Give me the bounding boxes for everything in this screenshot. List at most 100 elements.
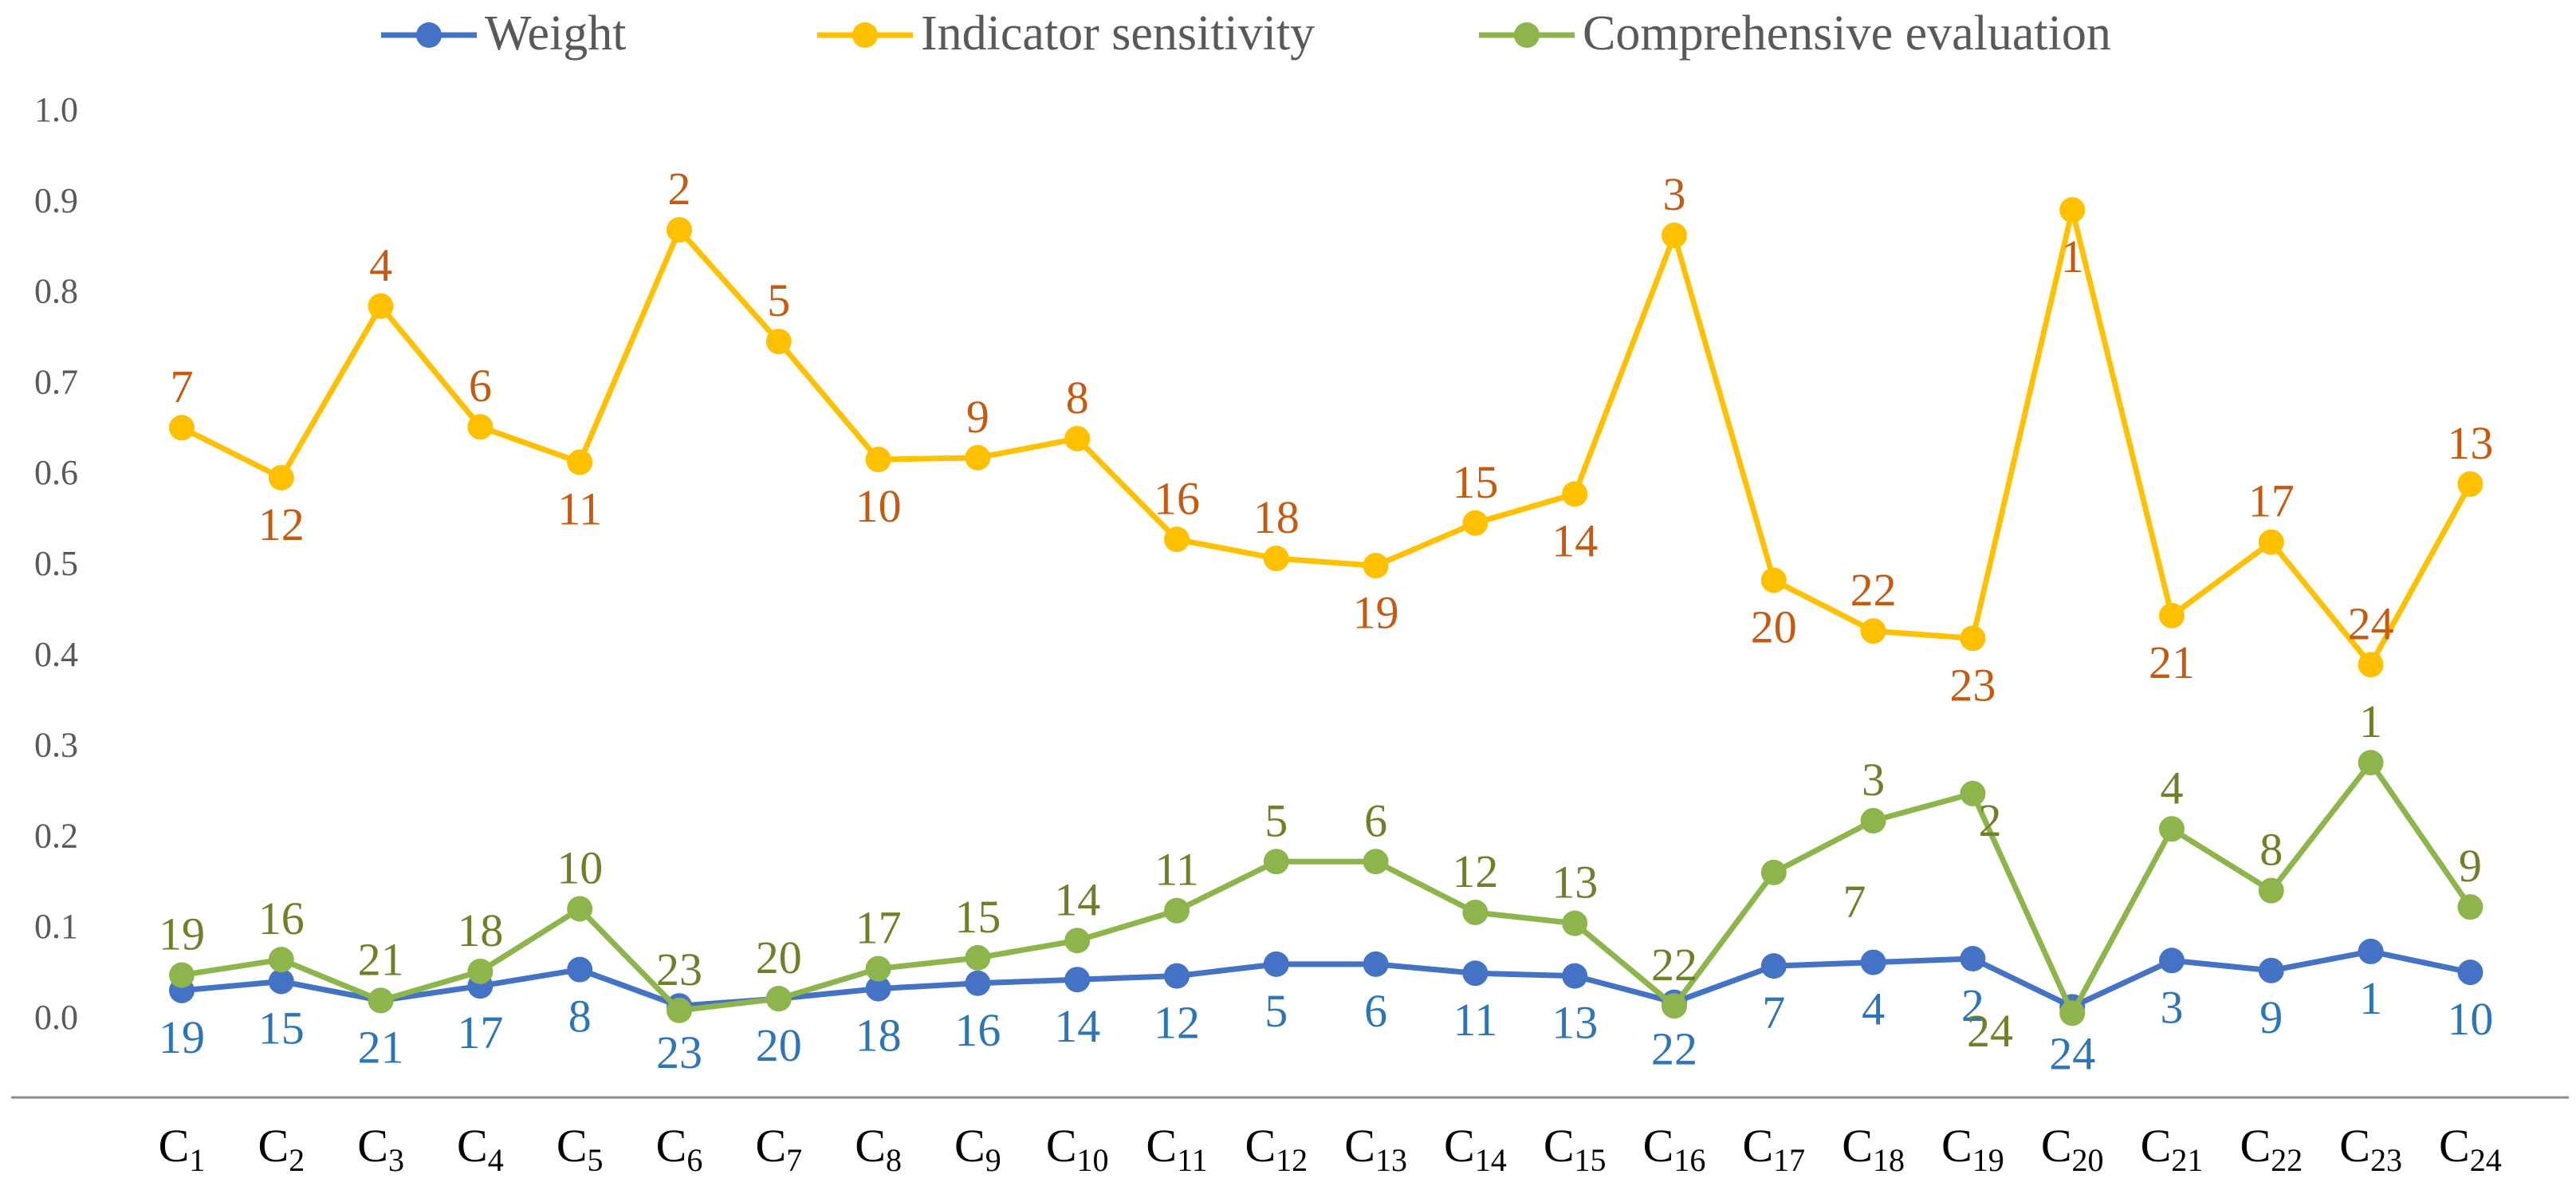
data-point — [467, 414, 494, 440]
y-tick-label: 0.6 — [34, 453, 78, 492]
data-point — [1760, 859, 1787, 885]
legend-item: Weight — [381, 6, 627, 61]
legend-marker-icon — [1514, 22, 1540, 48]
data-point — [865, 975, 891, 1002]
data-point — [1462, 960, 1489, 987]
series-group: 7 12 4 6 11 2 5 10 9 8 16 18 19 15 14 3 20 22 23 1 21 17 24 13 — [169, 163, 2493, 711]
data-point — [2159, 948, 2185, 974]
x-tick-label: C7 — [755, 1120, 802, 1178]
rank-label: 5 — [1264, 794, 1288, 846]
rank-label: 20 — [756, 932, 802, 983]
data-point — [667, 997, 692, 1023]
data-point — [2457, 959, 2484, 986]
series-line — [180, 207, 2473, 668]
x-tick-label: C10 — [1046, 1120, 1109, 1178]
x-axis: C1 C2 C3 C4 C5 C6 C7 C8 C9 C10 C11 C12 C13 C14 C15 C16 C… — [159, 1120, 2502, 1178]
data-point — [1462, 899, 1489, 925]
data-point — [268, 464, 294, 491]
rank-label: 24 — [2348, 597, 2394, 649]
rank-label: 11 — [557, 483, 602, 535]
data-point — [169, 415, 195, 441]
rank-label: 16 — [1154, 472, 1200, 524]
legend-label: Comprehensive evaluation — [1583, 6, 2111, 61]
rank-label: 22 — [1651, 1023, 1697, 1075]
y-tick-label: 0.2 — [34, 816, 78, 855]
legend-marker-icon — [852, 22, 878, 48]
data-point — [1263, 951, 1289, 977]
data-point — [567, 896, 593, 922]
x-tick-label: C18 — [1842, 1120, 1905, 1178]
data-point — [667, 217, 692, 243]
rank-label: 10 — [556, 841, 603, 893]
rank-label: 4 — [2161, 762, 2184, 814]
y-tick-label: 0.4 — [34, 635, 78, 674]
rank-label: 2 — [1961, 979, 1984, 1031]
rank-label: 24 — [2049, 1027, 2095, 1079]
series-line — [181, 948, 2472, 1010]
rank-label: 20 — [1751, 601, 1797, 652]
rank-label: 17 — [855, 902, 902, 954]
rank-label: 8 — [568, 991, 592, 1042]
rank-label: 9 — [966, 391, 989, 443]
data-point — [2358, 652, 2384, 678]
rank-label: 21 — [358, 933, 404, 985]
rank-label: 11 — [1154, 844, 1199, 896]
rank-label: 7 — [1762, 987, 1785, 1038]
rank-label: 24 — [1967, 1005, 2013, 1057]
rank-label: 6 — [1364, 794, 1387, 846]
data-point — [1064, 928, 1091, 954]
rank-label: 14 — [1054, 1000, 1100, 1052]
data-point — [1562, 910, 1588, 936]
rank-label: 7 — [171, 361, 194, 412]
data-point — [1562, 481, 1588, 507]
rank-label: 22 — [1651, 939, 1697, 991]
data-point — [368, 293, 394, 319]
rank-label: 12 — [1154, 997, 1200, 1049]
rank-label: 4 — [1862, 983, 1885, 1035]
rank-label: 18 — [855, 1010, 902, 1062]
data-point — [2159, 602, 2185, 628]
data-point — [965, 970, 991, 996]
x-tick-label: C6 — [656, 1120, 703, 1178]
data-point — [2159, 816, 2185, 842]
legend-label: Weight — [485, 6, 627, 61]
rank-label: 3 — [1862, 754, 1885, 806]
data-point — [2358, 938, 2384, 964]
y-tick-label: 0.9 — [34, 181, 78, 220]
data-point — [1860, 618, 1886, 644]
rank-label: 2 — [668, 163, 691, 215]
data-point — [467, 958, 494, 984]
y-tick-label: 0.8 — [34, 272, 78, 311]
rank-label: 12 — [1452, 845, 1498, 897]
data-point — [1064, 425, 1091, 451]
x-tick-label: C9 — [954, 1120, 1001, 1178]
rank-label: 6 — [1364, 985, 1387, 1037]
rank-label: 9 — [2259, 991, 2283, 1043]
rank-label: 18 — [1253, 491, 1300, 543]
data-point — [1263, 849, 1289, 875]
data-point — [368, 987, 394, 1014]
data-point — [567, 449, 593, 475]
x-tick-label: C1 — [159, 1120, 206, 1178]
data-point — [1164, 897, 1190, 924]
rank-label: 17 — [457, 1007, 503, 1058]
data-point — [2059, 197, 2086, 223]
data-point — [965, 444, 991, 471]
data-point — [2258, 877, 2284, 904]
rank-label: 23 — [656, 1026, 702, 1078]
data-point — [1860, 949, 1886, 975]
x-tick-label: C15 — [1544, 1120, 1607, 1178]
rank-label: 16 — [258, 892, 305, 944]
x-tick-label: C19 — [1941, 1120, 2004, 1178]
data-point — [1760, 567, 1787, 593]
rank-label: 23 — [1949, 659, 1996, 711]
rank-label: 19 — [159, 1011, 205, 1063]
rank-label: 11 — [1453, 994, 1497, 1046]
y-tick-label: 0.7 — [34, 362, 78, 401]
legend-marker-icon — [416, 22, 442, 48]
rank-label: 7 — [1843, 876, 1866, 928]
data-point — [268, 947, 294, 973]
